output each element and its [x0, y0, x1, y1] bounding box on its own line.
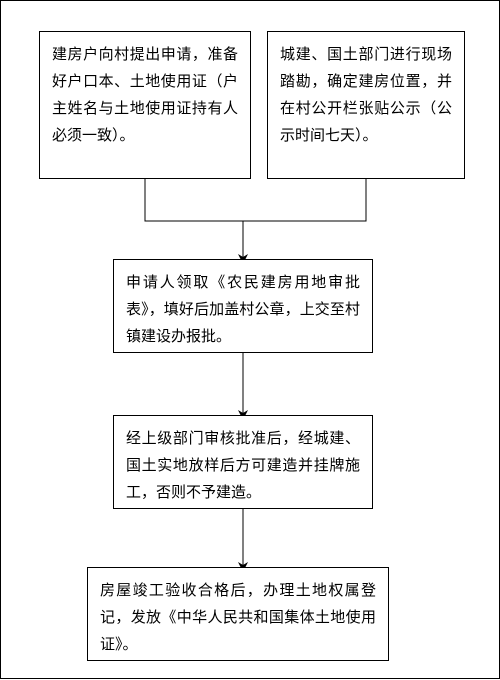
flowchart-node-2: 城建、国土部门进行现场踏勘，确定建房位置，并在村公开栏张贴公示（公示时间七天）。 [267, 31, 465, 179]
flowchart-node-4: 经上级部门审核批准后，经城建、国土实地放样后方可建造并挂牌施工，否则不予建造。 [113, 415, 373, 509]
flowchart-node-5: 房屋竣工验收合格后，办理土地权属登记，发放《中华人民共和国集体土地使用证》。 [87, 567, 389, 661]
flowchart-node-1: 建房户向村提出申请，准备好户口本、土地使用证（户主姓名与土地使用证持有人必须一致… [39, 31, 251, 179]
flowchart-node-3: 申请人领取《农民建房用地审批表》，填好后加盖村公章，上交至村镇建设办报批。 [113, 259, 373, 353]
flowchart-canvas: 建房户向村提出申请，准备好户口本、土地使用证（户主姓名与土地使用证持有人必须一致… [0, 0, 500, 679]
